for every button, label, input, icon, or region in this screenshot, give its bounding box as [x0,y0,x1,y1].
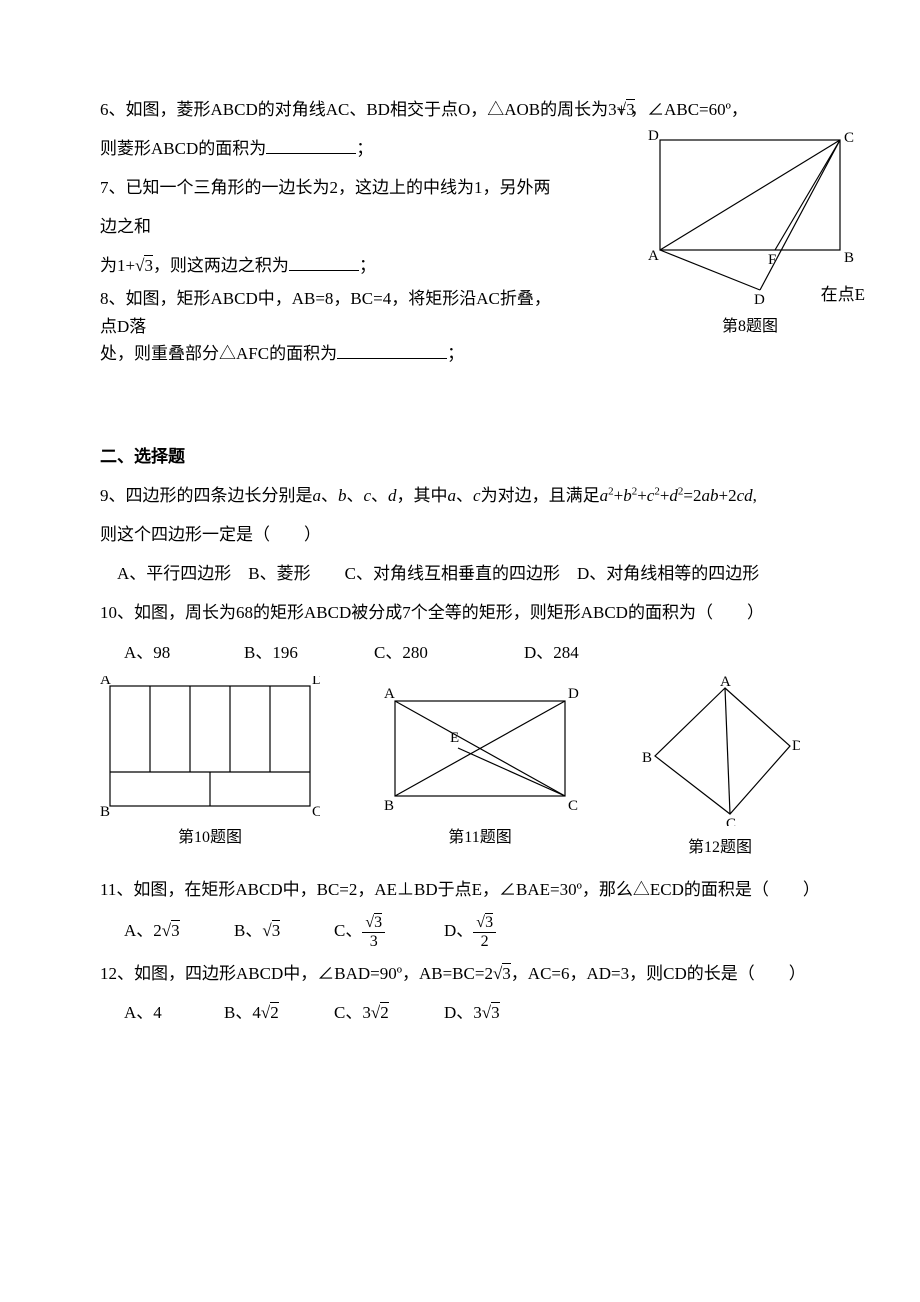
q9-line2: 则这个四边形一定是（ ） [100,515,820,554]
q8-caption: 第8题图 [722,309,778,346]
page: D C A B F D 在点E 第8题图 6、如图，菱形ABCD的对角线AC、B… [0,0,920,1302]
svg-text:C: C [726,816,736,826]
q12-opt-c: C、3√2 [334,993,444,1034]
section-2-heading: 二、选择题 [100,437,820,476]
q7-expr: 1+√3 [117,256,153,275]
svg-text:A: A [648,248,659,264]
q6-line1: 6、如图，菱形ABCD的对角线AC、BD相交于点O，△AOB的周长为3+3√，∠… [100,90,820,129]
q12-stem: 12、如图，四边形ABCD中，∠BAD=90º，AB=BC=2√3，AC=6，A… [100,954,820,993]
q11-caption: 第11题图 [448,820,511,857]
q8-in-e: 在点E [821,275,865,314]
q12-opt-d: D、3√3 [444,993,500,1034]
q12-diagram: A B C D [640,676,800,826]
svg-text:C: C [844,130,854,146]
q11-options: A、2√3 B、√3 C、√33 D、√32 [100,909,820,953]
svg-text:F: F [768,252,776,268]
q11-opt-d: D、√32 [444,909,496,953]
spacer [100,367,820,437]
q10-opt-a: A、98 [124,633,244,672]
q8-blank [337,341,447,359]
svg-text:A: A [100,676,111,688]
svg-text:E: E [450,730,459,746]
svg-text:D: D [648,130,659,144]
q10-opt-c: C、280 [374,633,524,672]
svg-text:A: A [384,686,395,702]
q7-l2-mid: ，则这两边之积为 [153,256,289,275]
q7-l2-pre: 为 [100,256,117,275]
figures-row: A D B C 第10题图 A D B C E 第11题图 [100,676,820,867]
q6-pre: 6、如图，菱形ABCD的对角线AC、BD相交于点O，△AOB的周长为 [100,100,608,119]
figure-q12: A B C D 第12题图 [640,676,800,867]
q6-blank [266,136,356,154]
q7-tail: ； [359,256,376,275]
q9-line1: 9、四边形的四条边长分别是a、b、c、d，其中a、c为对边，且满足a2+b2+c… [100,476,820,515]
q10-diagram: A D B C [100,676,320,816]
q10-caption: 第10题图 [178,820,242,857]
q10-stem: 10、如图，周长为68的矩形ABCD被分成7个全等的矩形，则矩形ABCD的面积为… [100,593,820,632]
figure-q10: A D B C 第10题图 [100,676,320,867]
q8-l2-pre: 处，则重叠部分△AFC的面积为 [100,344,337,363]
q10-options: A、98 B、196 C、280 D、284 [100,633,820,672]
q7-blank [289,253,359,271]
svg-text:D: D [568,686,579,702]
svg-text:C: C [312,804,320,816]
q11-stem: 11、如图，在矩形ABCD中，BC=2，AE⊥BD于点E，∠BAE=30º，那么… [100,870,820,909]
q11-opt-a: A、2√3 [124,909,234,953]
svg-text:B: B [844,250,854,266]
q6-tail: ； [356,139,373,158]
q12-opt-b: B、4√2 [224,993,334,1034]
q11-opt-b: B、√3 [234,909,334,953]
q6-l2-pre: 则菱形ABCD的面积为 [100,139,266,158]
q10-opt-d: D、284 [524,633,579,672]
q12-caption: 第12题图 [688,830,752,867]
q9-options: A、平行四边形 B、菱形 C、对角线互相垂直的四边形 D、对角线相等的四边形 [100,554,820,593]
svg-text:D: D [792,738,800,754]
q12-pre: 12、如图，四边形ABCD中，∠BAD=90º，AB=BC= [100,964,484,983]
svg-text:D: D [312,676,320,688]
figure-q8: D C A B F D 在点E 第8题图 [640,130,860,346]
svg-text:B: B [384,798,394,814]
q10-opt-b: B、196 [244,633,374,672]
q11-opt-c: C、√33 [334,909,444,953]
q11-diagram: A D B C E [380,676,580,816]
q12-opt-a: A、4 [124,993,224,1034]
q6-mid: ，∠ABC=60º， [630,100,748,119]
svg-text:C: C [568,798,578,814]
svg-text:B: B [642,750,652,766]
figure-q11: A D B C E 第11题图 [380,676,580,867]
q12-post: ，AC=6，AD=3，则CD的长是（ ） [511,964,806,983]
svg-text:B: B [100,804,110,816]
svg-text:D: D [754,292,765,305]
svg-text:A: A [720,676,731,690]
q8-tail: ； [447,344,464,363]
q12-options: A、4 B、4√2 C、3√2 D、3√3 [100,993,820,1034]
